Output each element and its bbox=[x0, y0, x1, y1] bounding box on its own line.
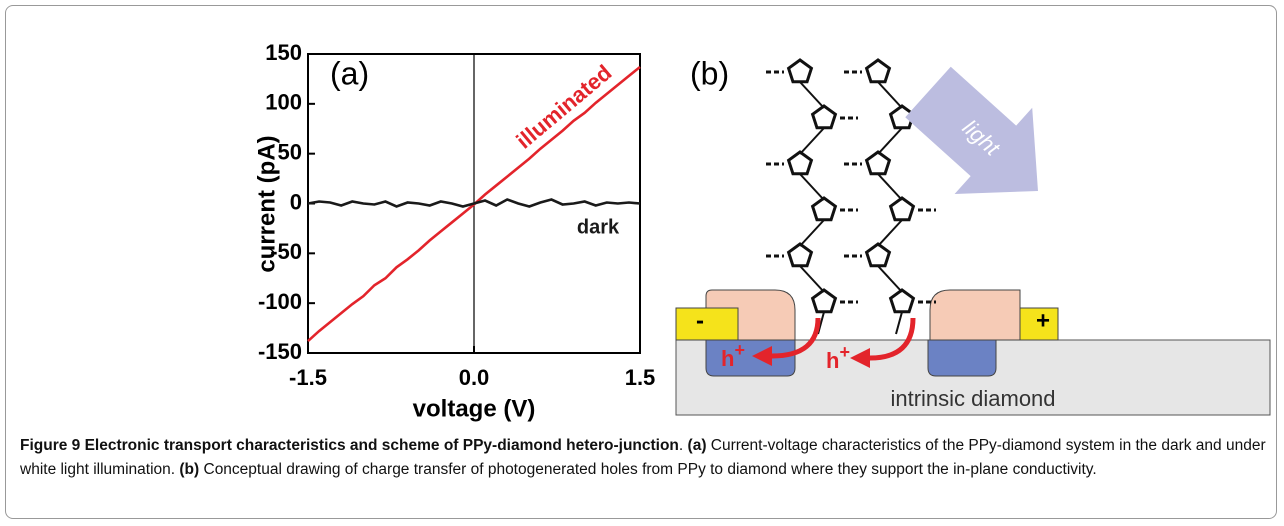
y-tick-label: -100 bbox=[258, 289, 302, 314]
x-tick-label: 1.5 bbox=[625, 365, 656, 390]
panel-label: (a) bbox=[330, 55, 369, 91]
hole-sup: + bbox=[734, 340, 745, 360]
caption-text: (b) bbox=[179, 461, 199, 478]
bond bbox=[878, 266, 902, 292]
doped-region bbox=[928, 340, 996, 376]
series-label: dark bbox=[577, 216, 620, 238]
bond bbox=[878, 220, 902, 246]
bond bbox=[800, 128, 824, 154]
pyrrole-ring bbox=[789, 60, 812, 82]
caption-text: Conceptual drawing of charge transfer of… bbox=[199, 461, 1097, 478]
x-axis-label: voltage (V) bbox=[413, 395, 536, 422]
polymer-chains bbox=[766, 60, 936, 334]
electrode bbox=[676, 308, 738, 340]
caption-text: . bbox=[679, 437, 688, 454]
pyrrole-ring bbox=[891, 198, 914, 220]
page: (a) voltage (V) current (pA) light - + h… bbox=[0, 0, 1284, 526]
y-tick-label: -50 bbox=[270, 239, 302, 264]
plus-label: + bbox=[1036, 307, 1050, 334]
series-label: illuminated bbox=[511, 60, 616, 154]
pyrrole-ring bbox=[867, 244, 890, 266]
y-tick-label: 150 bbox=[265, 40, 302, 65]
x-tick-label: 0.0 bbox=[459, 365, 490, 390]
bond bbox=[878, 128, 902, 154]
pyrrole-ring bbox=[891, 290, 914, 312]
bond bbox=[878, 174, 902, 200]
hole-sup: + bbox=[839, 342, 850, 362]
caption-text: Figure 9 Electronic transport characteri… bbox=[20, 437, 679, 454]
y-tick-label: 100 bbox=[265, 90, 302, 115]
bond bbox=[800, 266, 824, 292]
panel-label: (b) bbox=[690, 55, 729, 91]
y-tick-label: 0 bbox=[290, 189, 302, 214]
y-tick-label: 50 bbox=[278, 139, 302, 164]
pyrrole-ring bbox=[867, 60, 890, 82]
pyrrole-ring bbox=[813, 290, 836, 312]
y-tick-label: -150 bbox=[258, 339, 302, 364]
contact-pad bbox=[930, 290, 1020, 340]
bond bbox=[896, 312, 902, 334]
caption-text: (a) bbox=[688, 437, 707, 454]
pyrrole-ring bbox=[867, 152, 890, 174]
figure: (a) voltage (V) current (pA) light - + h… bbox=[0, 0, 1284, 430]
hole-base: h bbox=[826, 348, 839, 373]
diagram: light - + h+ h+ intrinsic diamond (b) bbox=[676, 49, 1270, 415]
bond bbox=[800, 82, 824, 108]
substrate-label: intrinsic diamond bbox=[890, 386, 1055, 411]
light-arrow: light bbox=[889, 49, 1077, 234]
caption: Figure 9 Electronic transport characteri… bbox=[20, 434, 1268, 481]
bond bbox=[878, 82, 902, 108]
pyrrole-ring bbox=[789, 244, 812, 266]
pyrrole-ring bbox=[813, 198, 836, 220]
x-tick-label: -1.5 bbox=[289, 365, 327, 390]
minus-label: - bbox=[696, 307, 704, 334]
hole-base: h bbox=[721, 346, 734, 371]
pyrrole-ring bbox=[813, 106, 836, 128]
pyrrole-ring bbox=[789, 152, 812, 174]
bond bbox=[800, 174, 824, 200]
bond bbox=[800, 220, 824, 246]
